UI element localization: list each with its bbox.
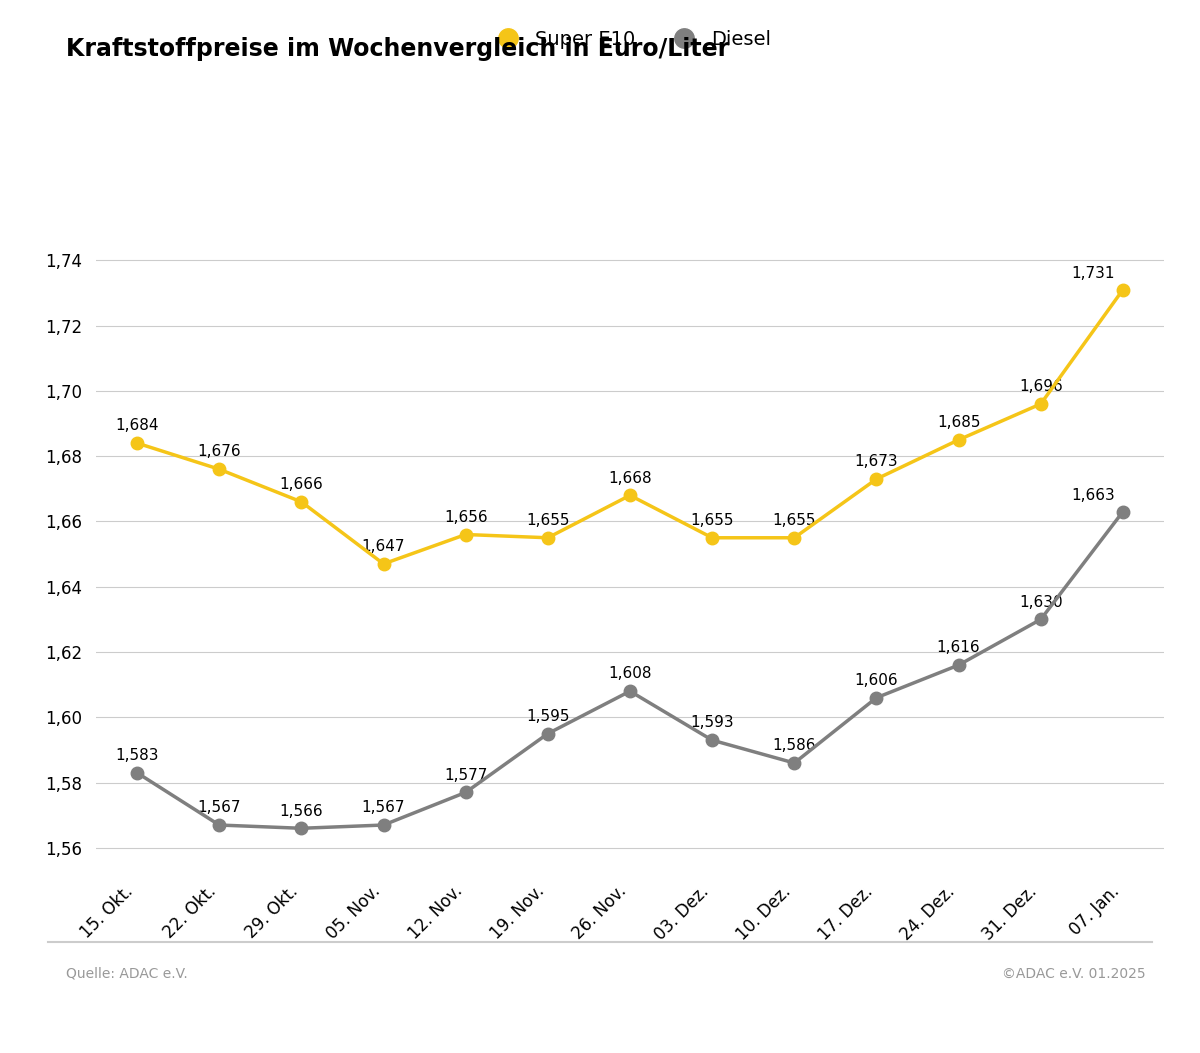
Text: 1,593: 1,593 xyxy=(690,715,734,731)
Text: 1,606: 1,606 xyxy=(854,673,899,688)
Text: 1,696: 1,696 xyxy=(1019,379,1063,394)
Text: 1,655: 1,655 xyxy=(773,513,816,528)
Text: 1,630: 1,630 xyxy=(1019,595,1062,610)
Text: 1,583: 1,583 xyxy=(115,748,158,763)
Legend: Super E10, Diesel: Super E10, Diesel xyxy=(481,22,779,57)
Text: 1,586: 1,586 xyxy=(773,738,816,753)
Text: 1,655: 1,655 xyxy=(526,513,570,528)
Text: 1,577: 1,577 xyxy=(444,768,487,782)
Text: 1,595: 1,595 xyxy=(526,709,570,723)
Text: 1,608: 1,608 xyxy=(608,667,652,681)
Text: 1,666: 1,666 xyxy=(280,477,323,492)
Text: 1,656: 1,656 xyxy=(444,510,487,524)
Text: 1,668: 1,668 xyxy=(608,471,652,485)
Text: 1,566: 1,566 xyxy=(280,803,323,818)
Text: 1,647: 1,647 xyxy=(361,539,406,554)
Text: 1,567: 1,567 xyxy=(198,800,241,815)
Text: 1,567: 1,567 xyxy=(361,800,406,815)
Text: Kraftstoffpreise im Wochenvergleich in Euro/Liter: Kraftstoffpreise im Wochenvergleich in E… xyxy=(66,37,730,61)
Text: 1,731: 1,731 xyxy=(1072,266,1115,281)
Text: ©ADAC e.V. 01.2025: ©ADAC e.V. 01.2025 xyxy=(1002,967,1146,980)
Text: 1,616: 1,616 xyxy=(937,640,980,655)
Text: 1,663: 1,663 xyxy=(1070,489,1115,503)
Text: Quelle: ADAC e.V.: Quelle: ADAC e.V. xyxy=(66,967,187,980)
Text: 1,676: 1,676 xyxy=(198,444,241,459)
Text: 1,655: 1,655 xyxy=(690,513,734,528)
Text: 1,684: 1,684 xyxy=(115,418,158,434)
Text: 1,673: 1,673 xyxy=(854,454,899,470)
Text: 1,685: 1,685 xyxy=(937,415,980,430)
